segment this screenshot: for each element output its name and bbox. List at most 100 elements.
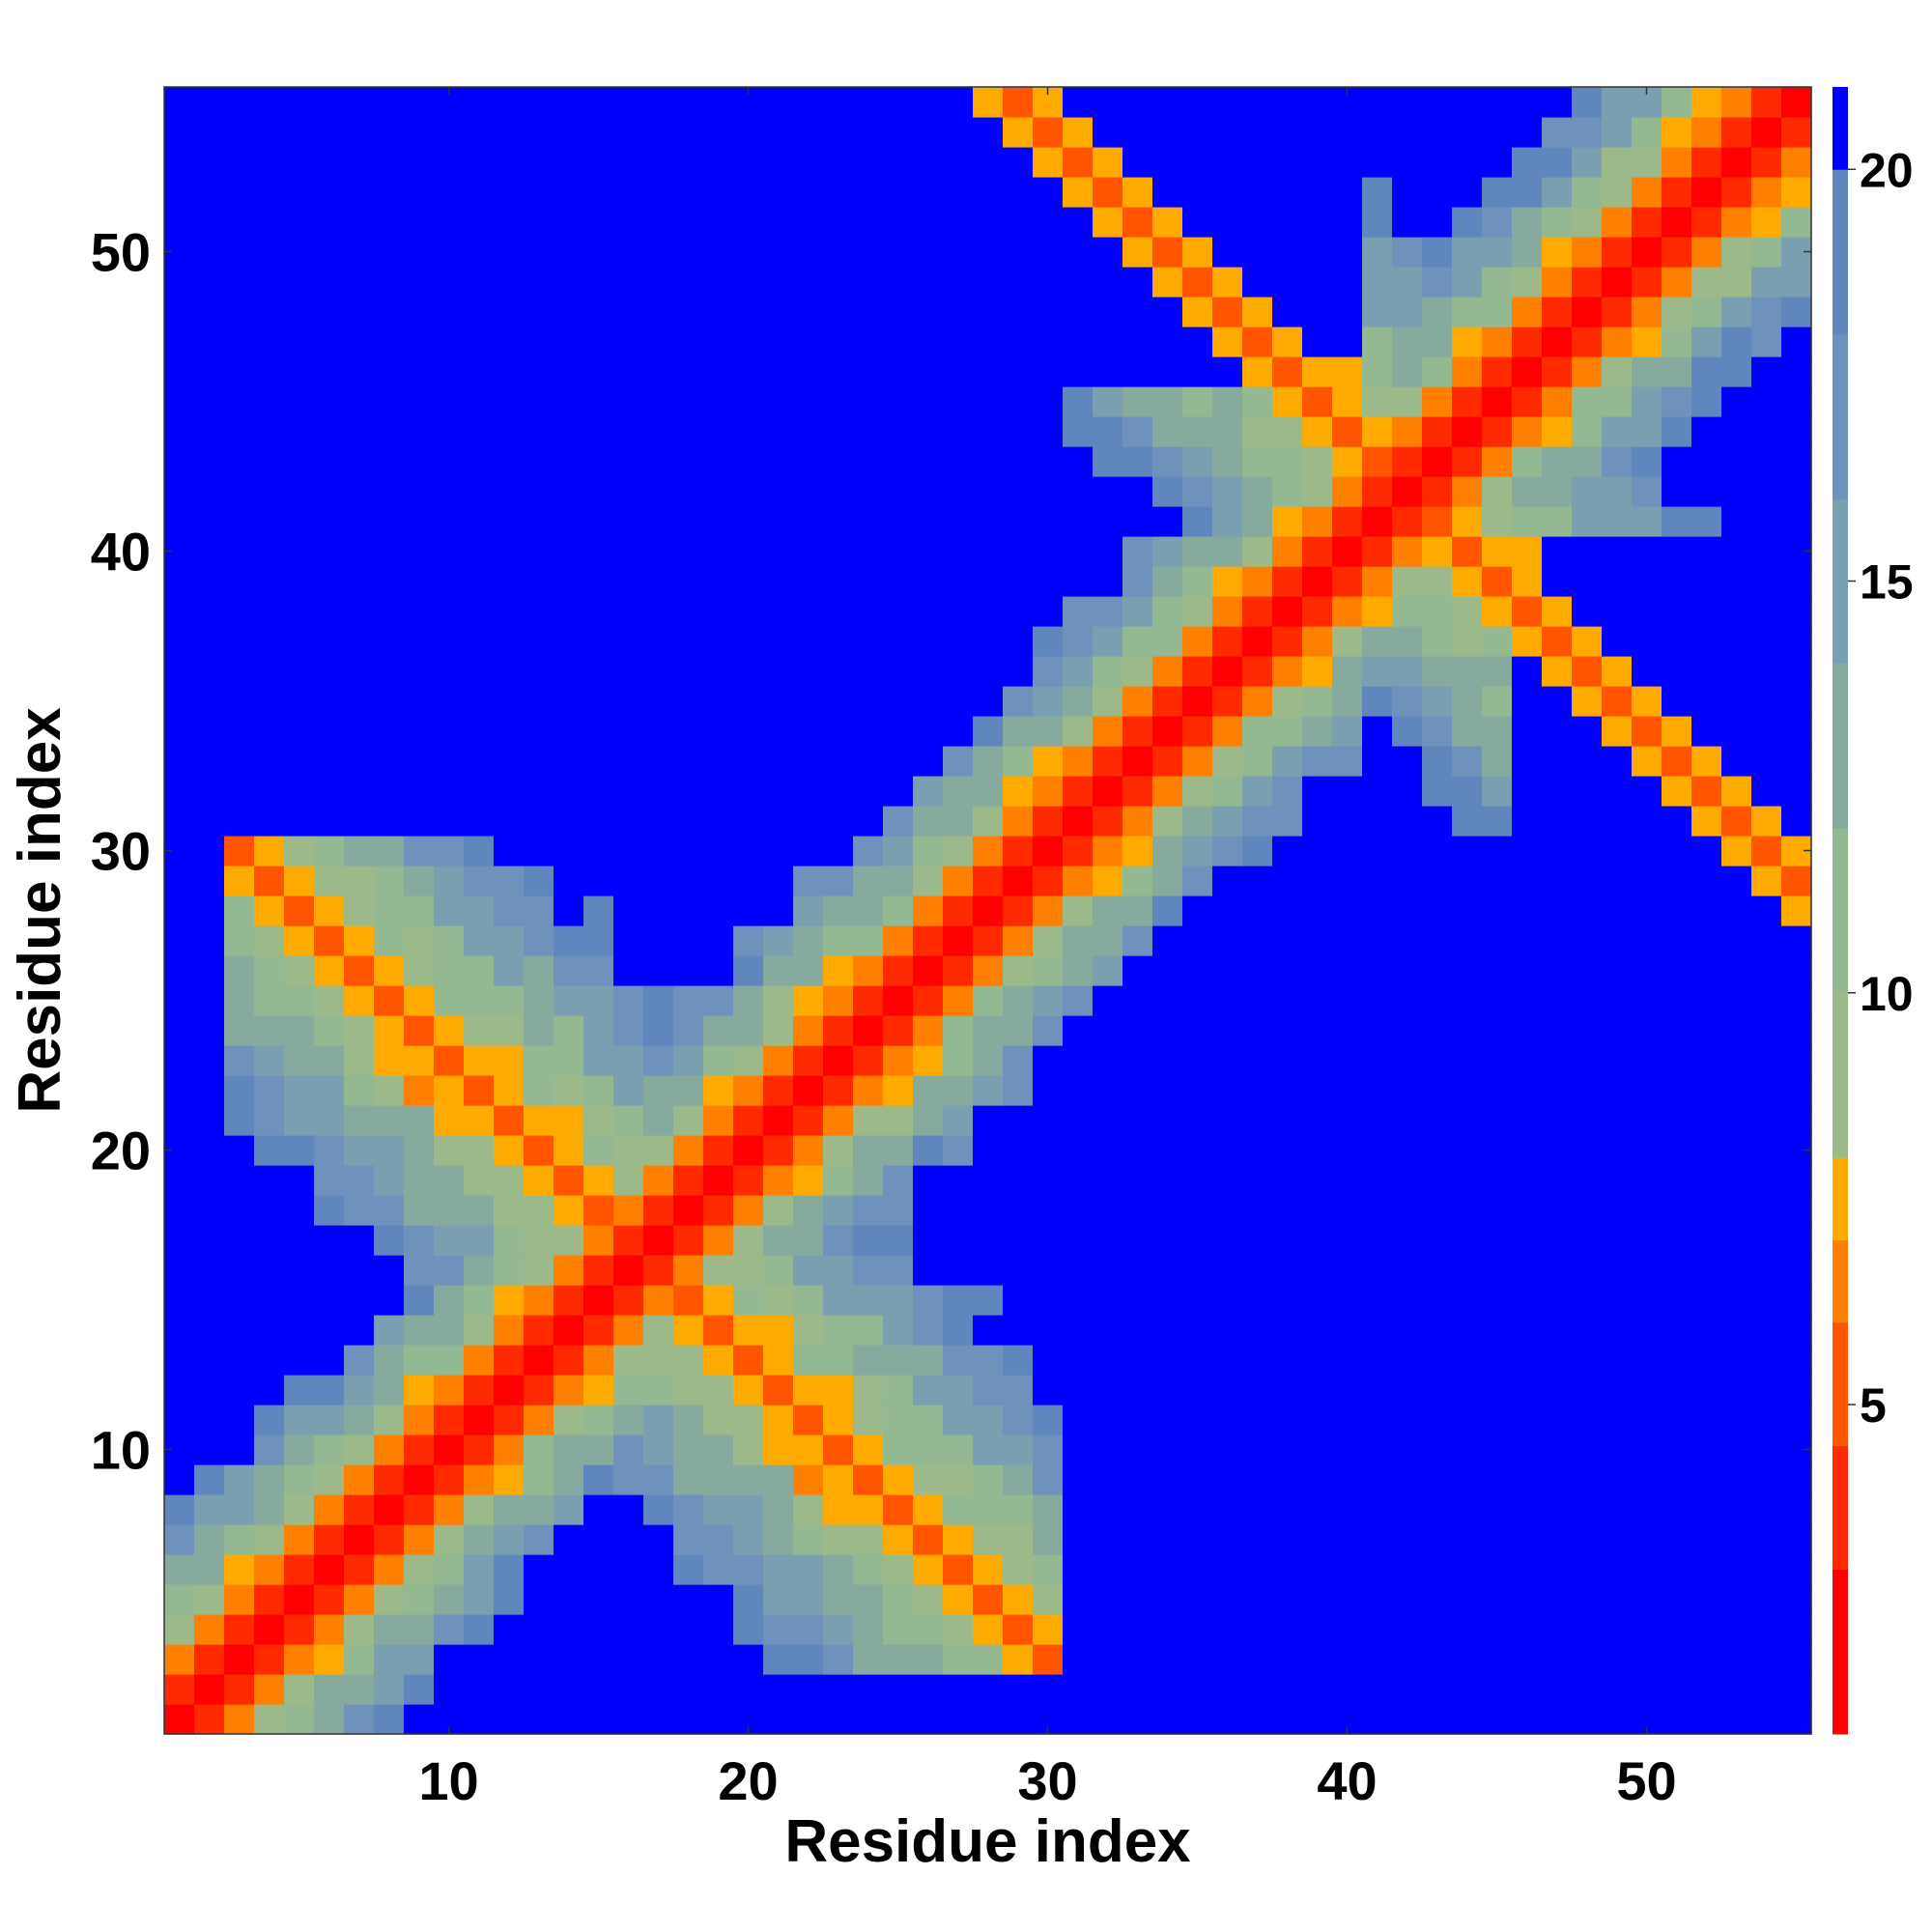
heatmap-cell — [1721, 476, 1752, 507]
heatmap-cell — [494, 356, 525, 387]
heatmap-cell — [1272, 1435, 1303, 1465]
heatmap-cell — [1302, 1285, 1333, 1316]
heatmap-cell — [973, 297, 1004, 327]
heatmap-cell — [404, 566, 435, 597]
heatmap-cell — [1422, 656, 1453, 687]
heatmap-cell — [973, 836, 1004, 867]
heatmap-cell — [1272, 955, 1303, 986]
heatmap-cell — [1452, 1105, 1483, 1136]
heatmap-cell — [1003, 1674, 1034, 1705]
heatmap-cell — [1392, 626, 1423, 657]
heatmap-cell — [554, 1225, 584, 1256]
heatmap-cell — [374, 506, 405, 537]
heatmap-cell — [853, 746, 884, 777]
heatmap-cell — [524, 147, 554, 178]
heatmap-cell — [793, 686, 824, 717]
heatmap-cell — [284, 1704, 315, 1735]
heatmap-cell — [1632, 866, 1662, 896]
heatmap-cell — [1751, 866, 1782, 896]
heatmap-cell — [1572, 1405, 1603, 1435]
heatmap-cell — [1003, 267, 1034, 298]
heatmap-cell — [733, 866, 764, 896]
heatmap-cell — [673, 686, 704, 717]
heatmap-cell — [404, 1554, 435, 1585]
heatmap-cell — [1033, 177, 1064, 208]
heatmap-cell — [793, 955, 824, 986]
heatmap-cell — [1362, 1554, 1393, 1585]
heatmap-cell — [1632, 1135, 1662, 1166]
heatmap-cell — [1602, 985, 1633, 1016]
heatmap-cell — [1662, 267, 1692, 298]
heatmap-cell — [1063, 1524, 1094, 1555]
heatmap-cell — [164, 1015, 195, 1046]
heatmap-cell — [1003, 1554, 1034, 1585]
heatmap-cell — [284, 117, 315, 148]
heatmap-cell — [1033, 686, 1064, 717]
heatmap-cell — [1272, 297, 1303, 327]
heatmap-cell — [1542, 506, 1573, 537]
heatmap-cell — [254, 985, 285, 1016]
heatmap-cell — [703, 1524, 734, 1555]
heatmap-cell — [374, 1135, 405, 1166]
heatmap-cell — [284, 1255, 315, 1286]
heatmap-cell — [943, 1225, 974, 1256]
heatmap-cell — [404, 506, 435, 537]
heatmap-cell — [763, 925, 794, 956]
heatmap-cell — [1302, 626, 1333, 657]
heatmap-cell — [703, 746, 734, 777]
heatmap-cell — [254, 1285, 285, 1316]
heatmap-cell — [583, 985, 614, 1016]
heatmap-cell — [494, 1135, 525, 1166]
heatmap-cell — [1422, 955, 1453, 986]
heatmap-cell — [314, 1105, 345, 1136]
heatmap-cell — [1691, 87, 1722, 118]
heatmap-cell — [1302, 1464, 1333, 1495]
heatmap-cell — [254, 866, 285, 896]
heatmap-cell — [1542, 1584, 1573, 1615]
heatmap-cell — [314, 1584, 345, 1615]
heatmap-cell — [1003, 1375, 1034, 1406]
heatmap-cell — [793, 836, 824, 867]
heatmap-cell — [583, 327, 614, 357]
heatmap-cell — [1662, 1075, 1692, 1106]
heatmap-cell — [1422, 1614, 1453, 1645]
heatmap-cell — [853, 1674, 884, 1705]
heatmap-cell — [1422, 1524, 1453, 1555]
heatmap-cell — [883, 267, 914, 298]
heatmap-cell — [973, 1375, 1004, 1406]
heatmap-cell — [1751, 476, 1782, 507]
heatmap-cell — [1751, 716, 1782, 747]
heatmap-cell — [464, 177, 495, 208]
heatmap-cell — [703, 476, 734, 507]
heatmap-cell — [494, 596, 525, 627]
heatmap-cell — [524, 1405, 554, 1435]
heatmap-cell — [224, 327, 255, 357]
heatmap-cell — [1662, 297, 1692, 327]
heatmap-cell — [524, 626, 554, 657]
heatmap-cell — [374, 416, 405, 447]
heatmap-cell — [434, 686, 465, 717]
heatmap-cell — [194, 1135, 225, 1166]
heatmap-cell — [913, 1165, 944, 1196]
heatmap-cell — [943, 895, 974, 926]
heatmap-cell — [1751, 1225, 1782, 1256]
heatmap-cell — [1242, 866, 1273, 896]
heatmap-cell — [494, 866, 525, 896]
heatmap-cell — [164, 327, 195, 357]
heatmap-cell — [703, 207, 734, 238]
heatmap-cell — [1781, 386, 1812, 417]
heatmap-cell — [793, 446, 824, 477]
heatmap-cell — [1302, 267, 1333, 298]
heatmap-cell — [524, 1105, 554, 1136]
heatmap-cell — [1242, 925, 1273, 956]
heatmap-cell — [524, 476, 554, 507]
heatmap-cell — [943, 416, 974, 447]
heatmap-cell — [973, 596, 1004, 627]
heatmap-cell — [1572, 1704, 1603, 1735]
heatmap-cell — [1272, 1255, 1303, 1286]
heatmap-cell — [1152, 1345, 1183, 1376]
heatmap-cell — [524, 1045, 554, 1076]
heatmap-cell — [1632, 416, 1662, 447]
heatmap-cell — [673, 1524, 704, 1555]
heatmap-cell — [913, 506, 944, 537]
